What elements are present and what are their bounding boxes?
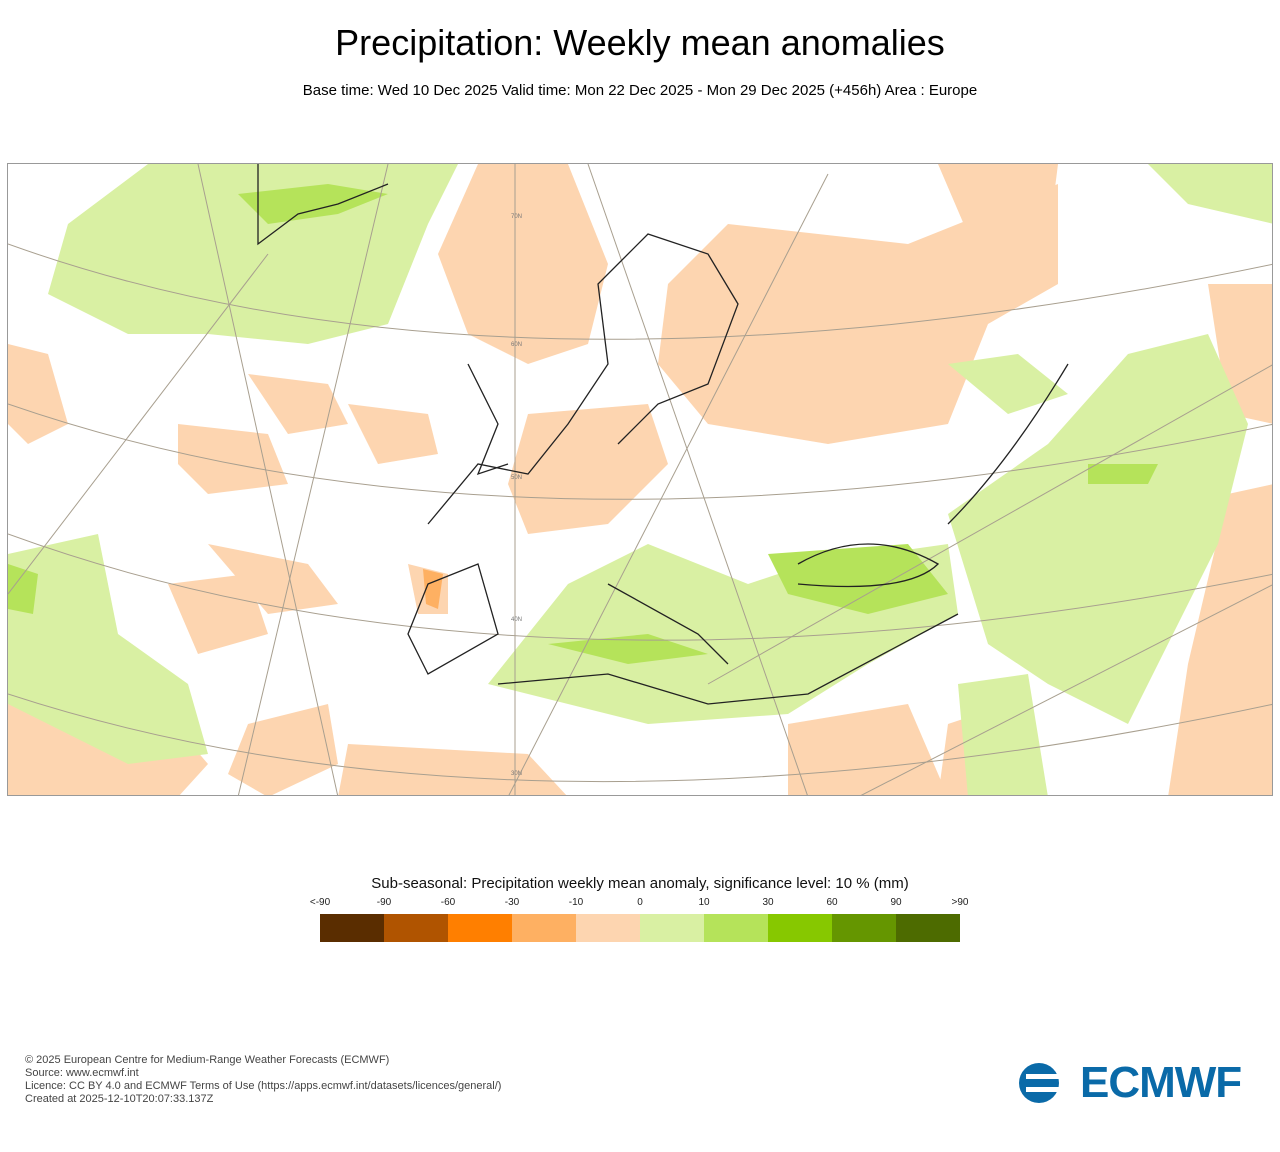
- page-title: Precipitation: Weekly mean anomalies: [335, 22, 945, 63]
- legend-swatch: [640, 914, 704, 942]
- legend-tick: -90: [376, 897, 392, 908]
- legend-tick: 60: [826, 897, 838, 908]
- lat-label-60n: 60N: [511, 342, 522, 348]
- lat-label-70n: 70N: [511, 214, 522, 220]
- ecmwf-logo: ECMWF: [1018, 1058, 1242, 1108]
- legend-tick: -30: [504, 897, 520, 908]
- legend-swatch: [512, 914, 576, 942]
- legend-swatch: [832, 914, 896, 942]
- legend-tick: 90: [890, 897, 902, 908]
- legend-swatch: [896, 914, 960, 942]
- subtitle: Base time: Wed 10 Dec 2025 Valid time: M…: [302, 82, 978, 99]
- ecmwf-logo-icon: [1019, 1063, 1076, 1103]
- legend-tick: <-90: [309, 897, 331, 908]
- precipitation-anomaly-map[interactable]: 70N 60N 50N 40N 30N: [7, 163, 1273, 796]
- legend-swatch: [448, 914, 512, 942]
- legend-tick: 30: [762, 897, 774, 908]
- legend-tick: 0: [637, 897, 643, 908]
- legend-tick: >90: [951, 897, 969, 908]
- copyright: © 2025 European Centre for Medium-Range …: [25, 1054, 390, 1066]
- lat-label-40n: 40N: [511, 617, 522, 623]
- latitude-labels: 70N 60N 50N 40N 30N: [511, 214, 522, 777]
- legend-tick: -60: [440, 897, 456, 908]
- licence: Licence: CC BY 4.0 and ECMWF Terms of Us…: [25, 1080, 502, 1092]
- legend-tick: -10: [568, 897, 584, 908]
- strong-dry-area: [423, 569, 443, 609]
- source: Source: www.ecmwf.int: [25, 1067, 139, 1079]
- legend-colorbar: [320, 914, 960, 942]
- legend-swatch: [384, 914, 448, 942]
- footer: © 2025 European Centre for Medium-Range …: [25, 1054, 501, 1106]
- created-at: Created at 2025-12-10T20:07:33.137Z: [25, 1093, 214, 1105]
- coastlines: [257, 164, 1069, 705]
- graticule: [8, 164, 1272, 795]
- legend-swatch: [576, 914, 640, 942]
- legend-title: Sub-seasonal: Precipitation weekly mean …: [371, 875, 909, 892]
- legend-swatch: [704, 914, 768, 942]
- lat-label-30n: 30N: [511, 771, 522, 777]
- lat-label-50n: 50N: [511, 475, 522, 481]
- legend-tick: 10: [698, 897, 710, 908]
- legend-swatch: [768, 914, 832, 942]
- ecmwf-logo-text: ECMWF: [1080, 1058, 1242, 1107]
- map-canvas: 70N 60N 50N 40N 30N: [8, 164, 1272, 795]
- legend-ticks: <-90 -90 -60 -30 -10 0 10 30 60 90 >90: [310, 897, 969, 911]
- legend-swatch: [320, 914, 384, 942]
